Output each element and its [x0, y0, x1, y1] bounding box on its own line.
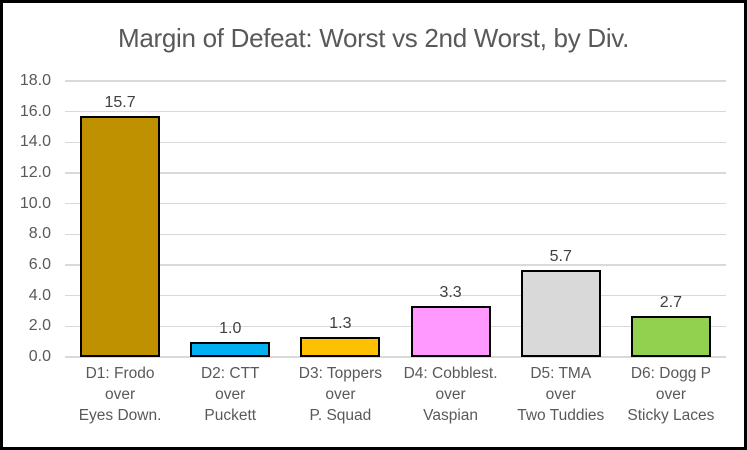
y-tick-label: 12.0 [19, 164, 51, 181]
bar-value-label: 1.3 [329, 315, 352, 333]
x-category-label-line: Eyes Down. [78, 407, 162, 424]
x-category-label-line: over [655, 386, 686, 403]
bar [80, 116, 161, 357]
x-category-label-line: Puckett [204, 407, 257, 424]
x-category-label-line: D1: Frodo [85, 365, 155, 382]
x-category-label-line: over [215, 386, 246, 403]
bar [190, 341, 271, 357]
y-tick-label: 6.0 [28, 256, 51, 273]
x-category-label-line: Vaspian [423, 407, 479, 424]
x-category-label: D4: Cobblest. over Vaspian [396, 363, 506, 426]
y-tick-label: 2.0 [28, 317, 51, 335]
x-category-label-line: Two Tuddies [517, 407, 605, 424]
x-category-label-line: over [545, 386, 576, 403]
gridline [65, 294, 726, 297]
gridline [65, 172, 726, 174]
gridline [65, 80, 726, 82]
x-category-label-line: D2: CTT [200, 365, 260, 382]
x-category-label: D2: CTT over Puckett [175, 363, 285, 426]
x-category-label-line: over [325, 386, 356, 403]
bar [520, 269, 601, 357]
y-tick-label: 16.0 [19, 102, 51, 120]
y-tick-label: 8.0 [28, 225, 51, 243]
x-category-label-line: over [435, 386, 466, 403]
gridline [65, 233, 726, 236]
x-category-label-line: D6: Dogg P [630, 365, 711, 382]
gridline [65, 202, 726, 205]
x-category-label-line: D5: TMA [530, 365, 592, 382]
bar-value-label: 5.7 [549, 247, 572, 265]
x-category-label-line: over [105, 386, 136, 403]
bar [630, 315, 711, 357]
bar-value-label: 2.7 [659, 293, 683, 311]
x-axis: D1: Frodo over Eyes Down. D2: CTT over Pucket… [65, 363, 726, 433]
bar [300, 337, 381, 357]
y-tick-label: 10.0 [19, 194, 51, 212]
x-category-label: D5: TMA over Two Tuddies [506, 363, 616, 426]
y-tick-label: 18.0 [19, 72, 51, 89]
gridline [65, 110, 726, 113]
chart-title: Margin of Defeat: Worst vs 2nd Worst, by… [117, 23, 629, 53]
x-category-label: D6: Dogg P over Sticky Laces [616, 363, 726, 426]
gridline [65, 141, 726, 144]
x-category-label-line: D4: Cobblest. [403, 365, 498, 382]
x-category-label-line: D3: Toppers [298, 365, 383, 382]
x-category-label: D3: Toppers over P. Squad [285, 363, 395, 426]
x-category-label-line: Sticky Laces [627, 407, 715, 424]
x-category-label: D1: Frodo over Eyes Down. [65, 363, 175, 426]
plot-area: 15.7 1.0 1.3 3.3 5.7 2.7 [65, 80, 726, 358]
y-axis: 0.0 2.0 4.0 6.0 8.0 10.0 12.0 14.0 16.0 18.0 [3, 72, 51, 365]
y-tick-label: 0.0 [28, 348, 51, 365]
y-tick-label: 14.0 [19, 133, 51, 151]
gridline [65, 325, 726, 328]
gridline [65, 264, 726, 266]
gridline [65, 356, 726, 358]
x-category-label-line: P. Squad [309, 407, 372, 424]
y-tick-label: 4.0 [28, 286, 51, 304]
bar-value-label: 3.3 [439, 284, 462, 302]
bar-value-label: 15.7 [104, 94, 136, 112]
bar-value-label: 1.0 [219, 319, 242, 337]
bar [410, 306, 491, 357]
